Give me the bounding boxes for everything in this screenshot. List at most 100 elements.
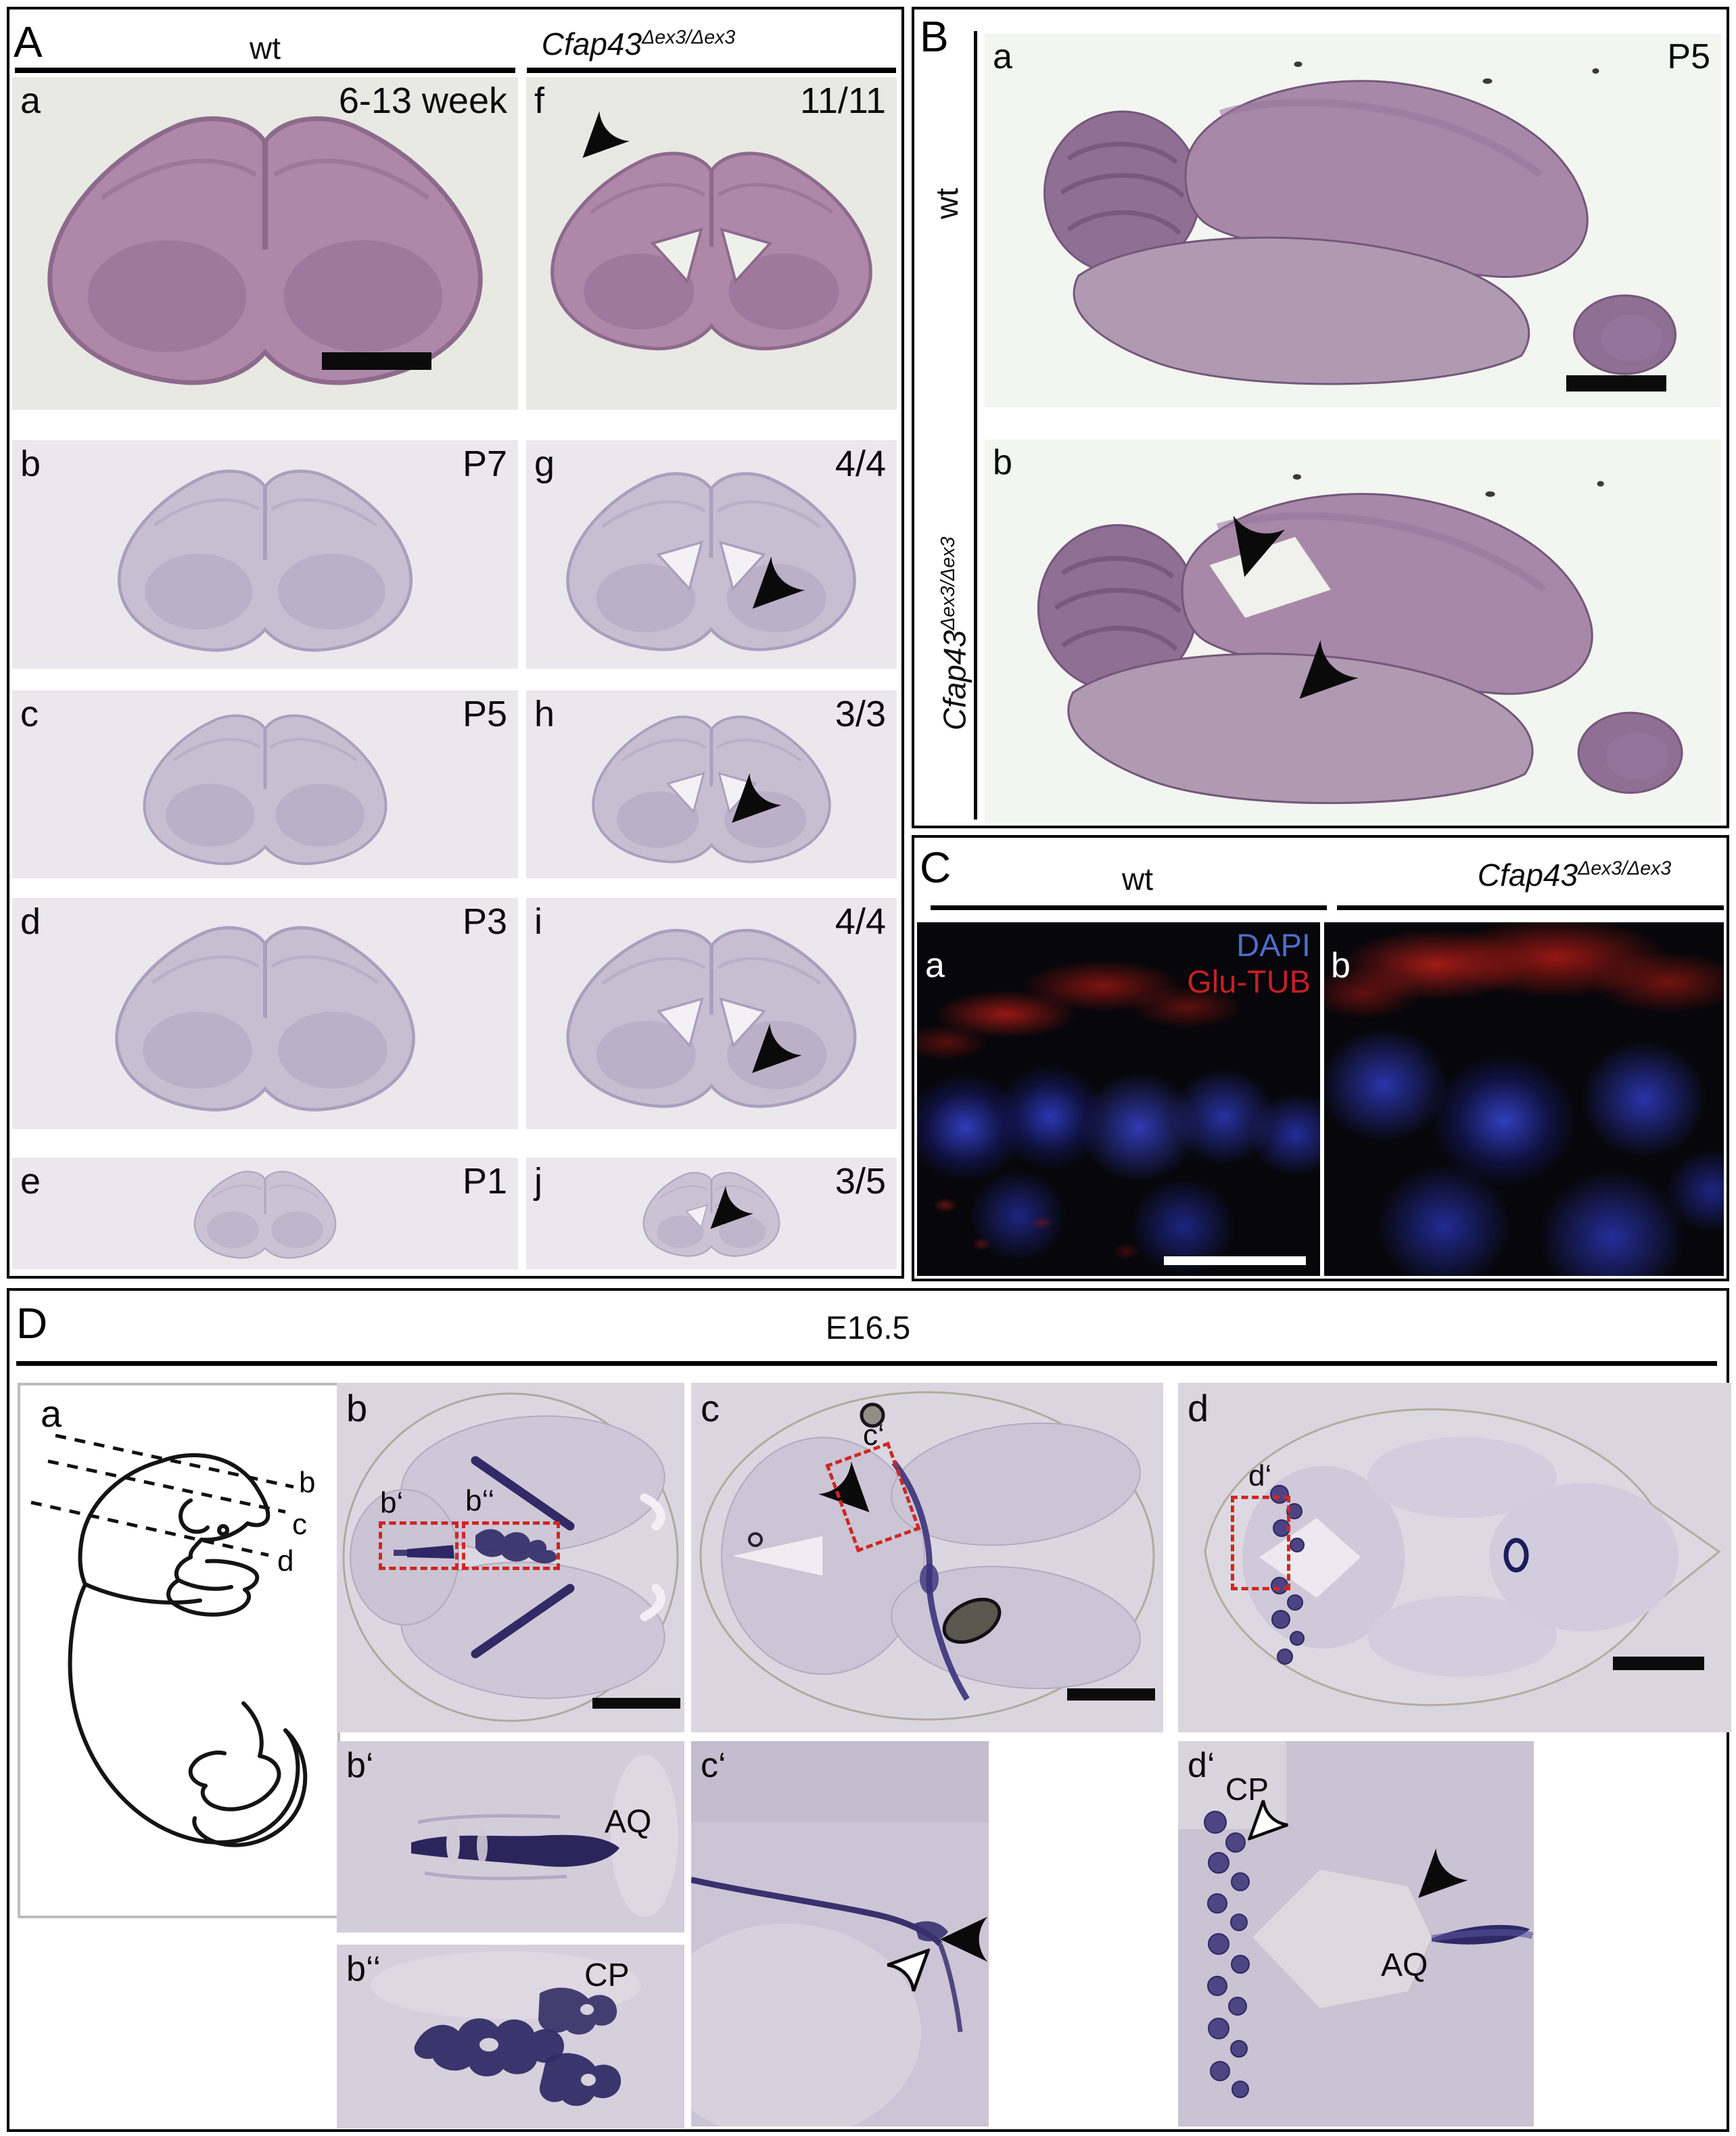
coronal-brain-illustration	[32, 104, 498, 395]
micrograph-i-mut-p3: i 4/4	[526, 898, 897, 1129]
inset-d-b1: b‘ AQ	[337, 1741, 684, 1932]
arrowhead-icon	[939, 1914, 989, 1964]
penetrance-tag: 3/5	[835, 1161, 886, 1202]
inset-label-b2: b‘‘	[465, 1484, 495, 1517]
sub-letter: b	[993, 443, 1012, 482]
panel-a-mut-underline	[527, 68, 896, 73]
fluorescence-a-wt: a DAPI Glu-TUB	[917, 922, 1320, 1276]
inset-box-d1	[1231, 1496, 1290, 1590]
age-tag: P7	[462, 444, 507, 484]
ventricle-gap-overlay	[1209, 537, 1331, 618]
micrograph-h-mut-p5: h 3/3	[526, 690, 897, 878]
sub-letter: b	[20, 444, 41, 484]
micrograph-b-wt-p7: b P7	[12, 440, 518, 669]
sub-letter: h	[534, 694, 555, 734]
structure-label-aq: AQ	[1381, 1947, 1428, 1983]
gene-name: Cfap43	[541, 26, 642, 62]
embryo-schematic: a	[18, 1383, 340, 1918]
sub-letter: d	[20, 901, 41, 942]
scale-bar	[1613, 1657, 1704, 1670]
gene-allele: Δex3/Δex3	[1578, 857, 1672, 880]
micrograph-a-wt-adult: a 6-13 week	[12, 77, 518, 410]
embryo-drawing	[30, 1433, 308, 1847]
panel-c-wt-header: wt	[1122, 861, 1153, 897]
gene-name: Cfap43	[1477, 857, 1578, 893]
section-d-d: d d‘	[1178, 1383, 1731, 1732]
fluorescence-b-mut: b	[1324, 922, 1724, 1276]
micrograph-j-mut-p1: j 3/5	[526, 1158, 897, 1269]
structure-label-cp: CP	[1225, 1772, 1269, 1807]
section-d-c: c c‘	[691, 1383, 1163, 1732]
penetrance-tag: 11/11	[799, 80, 886, 121]
section-d-b: b b‘ b‘‘	[337, 1383, 684, 1732]
sub-letter: c	[20, 694, 39, 734]
panel-a: A wt Cfap43Δex3/Δex3 a 6-13 week f 11/11…	[7, 7, 904, 1279]
scale-bar	[1067, 1688, 1155, 1701]
sub-letter: b‘	[346, 1746, 374, 1785]
coronal-brain-illustration	[130, 1167, 400, 1262]
inset-label-c1: c‘	[863, 1419, 885, 1452]
structure-label-aq: AQ	[605, 1804, 652, 1840]
inset-drawing	[337, 1741, 684, 1932]
gene-name: Cfap43	[937, 630, 972, 731]
gene-allele: Δex3/Δex3	[642, 26, 736, 49]
panel-b-letter: B	[920, 12, 949, 61]
micrograph-c-wt-p5: c P5	[12, 690, 518, 878]
sub-letter: j	[534, 1161, 542, 1202]
panel-c: C wt Cfap43Δex3/Δex3 a DAPI Glu-TUB b	[912, 835, 1729, 1281]
age-tag: 6-13 week	[338, 80, 507, 121]
sub-letter: f	[534, 80, 545, 121]
scale-bar	[592, 1698, 680, 1709]
panel-c-letter: C	[920, 843, 952, 892]
inset-drawing	[691, 1741, 989, 2127]
sub-letter: b	[346, 1387, 368, 1429]
panel-d-underline	[16, 1361, 1717, 1366]
sub-letter: c	[701, 1387, 720, 1429]
inset-label-d1: d‘	[1248, 1459, 1272, 1492]
section-line-label-d: d	[277, 1544, 294, 1577]
panel-a-wt-header: wt	[250, 30, 281, 66]
penetrance-tag: 3/3	[835, 694, 886, 734]
panel-b-wt-row-label: wt	[929, 188, 964, 219]
panel-b-mut-row-label: Cfap43Δex3/Δex3	[931, 492, 972, 776]
sub-letter: b	[1331, 946, 1351, 985]
sub-letter: a	[41, 1392, 62, 1435]
sub-letter: a	[925, 946, 945, 985]
sub-letter: d	[1188, 1387, 1209, 1429]
inset-d-d1: d‘ CP AQ	[1178, 1741, 1534, 2127]
inset-drawing	[1178, 1741, 1534, 2127]
panel-a-letter: A	[14, 18, 43, 66]
panel-b: B wt Cfap43Δex3/Δex3 a P5 b	[912, 7, 1729, 828]
stain-label-dapi: DAPI	[1236, 927, 1311, 963]
panel-d: D E16.5 a	[7, 1288, 1731, 2132]
inset-box-b2	[462, 1521, 560, 1570]
age-tag: P5	[1667, 37, 1710, 76]
inset-box-b1	[379, 1521, 459, 1570]
sub-letter: e	[20, 1161, 41, 1202]
sagittal-brain-illustration	[995, 54, 1709, 392]
sub-letter: i	[534, 901, 542, 942]
section-drawing	[1204, 1408, 1721, 1707]
stain-label-glutub: Glu-TUB	[1187, 964, 1311, 999]
micrograph-b-b-mut-sagittal: b	[985, 440, 1721, 823]
micrograph-g-mut-p7: g 4/4	[526, 440, 897, 669]
sub-letter: a	[20, 80, 41, 121]
inset-d-c1: c‘	[691, 1741, 989, 2127]
penetrance-tag: 4/4	[835, 901, 886, 942]
inset-label-b1: b‘	[380, 1486, 404, 1519]
coronal-brain-illustration	[549, 709, 874, 868]
scale-bar	[1566, 375, 1666, 391]
panel-a-wt-underline	[15, 68, 515, 73]
panel-c-wt-underline	[931, 905, 1327, 910]
sub-letter: c‘	[701, 1746, 726, 1785]
micrograph-e-wt-p1: e P1	[12, 1158, 518, 1269]
penetrance-tag: 4/4	[835, 444, 886, 484]
section-drawing	[342, 1392, 679, 1722]
age-tag: P5	[462, 694, 507, 734]
structure-label-cp: CP	[584, 1957, 630, 1993]
micrograph-d-wt-p3: d P3	[12, 898, 518, 1129]
section-line-label-c: c	[292, 1508, 307, 1541]
panel-d-title: E16.5	[825, 1310, 911, 1346]
age-tag: P1	[462, 1161, 507, 1202]
